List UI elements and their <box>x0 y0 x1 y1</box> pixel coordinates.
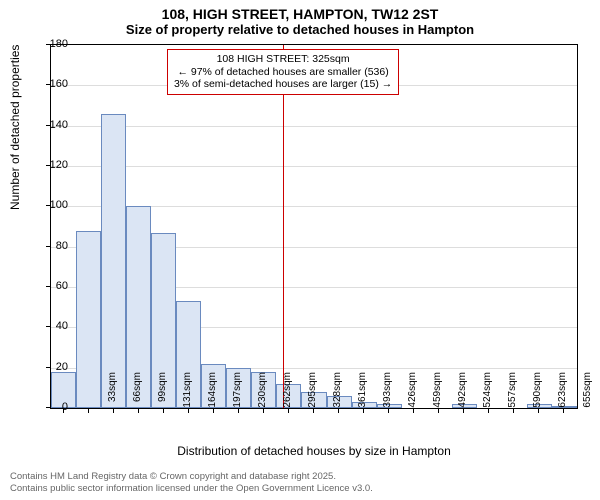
x-tick-mark <box>163 409 164 413</box>
x-tick-label: 557sqm <box>507 372 518 412</box>
y-tick-mark <box>46 407 50 408</box>
x-tick-label: 524sqm <box>482 372 493 412</box>
chart-title-main: 108, HIGH STREET, HAMPTON, TW12 2ST <box>0 0 600 22</box>
x-tick-mark <box>213 409 214 413</box>
x-tick-label: 230sqm <box>257 372 268 412</box>
x-tick-label: 361sqm <box>357 372 368 412</box>
plot-area: 108 HIGH STREET: 325sqm← 97% of detached… <box>50 44 578 409</box>
grid-line <box>51 126 577 127</box>
y-tick-mark <box>46 84 50 85</box>
x-tick-mark <box>538 409 539 413</box>
annotation-line: ← 97% of detached houses are smaller (53… <box>174 66 392 79</box>
x-tick-mark <box>488 409 489 413</box>
x-tick-mark <box>513 409 514 413</box>
x-tick-label: 655sqm <box>582 372 593 412</box>
x-tick-mark <box>413 409 414 413</box>
plot-outer: 108 HIGH STREET: 325sqm← 97% of detached… <box>50 44 578 409</box>
y-axis-label: Number of detached properties <box>8 45 22 210</box>
chart-footer: Contains HM Land Registry data © Crown c… <box>10 471 373 494</box>
x-axis-label: Distribution of detached houses by size … <box>50 444 578 458</box>
x-tick-mark <box>113 409 114 413</box>
annotation-box: 108 HIGH STREET: 325sqm← 97% of detached… <box>167 49 399 95</box>
x-tick-mark <box>563 409 564 413</box>
x-tick-label: 66sqm <box>132 372 143 412</box>
x-tick-mark <box>138 409 139 413</box>
x-tick-mark <box>388 409 389 413</box>
grid-line <box>51 166 577 167</box>
x-tick-mark <box>263 409 264 413</box>
y-tick-mark <box>46 286 50 287</box>
chart-container: 108, HIGH STREET, HAMPTON, TW12 2ST Size… <box>0 0 600 500</box>
x-tick-mark <box>88 409 89 413</box>
annotation-line: 3% of semi-detached houses are larger (1… <box>174 78 392 91</box>
y-tick-mark <box>46 326 50 327</box>
y-tick-mark <box>46 205 50 206</box>
x-tick-mark <box>363 409 364 413</box>
histogram-bar <box>76 231 101 408</box>
x-tick-label: 33sqm <box>107 372 118 412</box>
chart-title-sub: Size of property relative to detached ho… <box>0 22 600 41</box>
y-tick-mark <box>46 165 50 166</box>
footer-line2: Contains public sector information licen… <box>10 483 373 494</box>
x-tick-label: 328sqm <box>332 372 343 412</box>
x-tick-mark <box>338 409 339 413</box>
x-tick-label: 131sqm <box>182 372 193 412</box>
x-tick-label: 295sqm <box>307 372 318 412</box>
x-tick-mark <box>188 409 189 413</box>
x-tick-label: 99sqm <box>157 372 168 412</box>
x-tick-mark <box>463 409 464 413</box>
x-tick-label: 164sqm <box>207 372 218 412</box>
x-tick-mark <box>288 409 289 413</box>
x-tick-label: 197sqm <box>232 372 243 412</box>
x-tick-label: 623sqm <box>557 372 568 412</box>
x-tick-label: 426sqm <box>407 372 418 412</box>
footer-line1: Contains HM Land Registry data © Crown c… <box>10 471 373 482</box>
x-tick-mark <box>63 409 64 413</box>
x-tick-mark <box>313 409 314 413</box>
x-tick-label: 590sqm <box>532 372 543 412</box>
x-tick-label: 393sqm <box>382 372 393 412</box>
x-tick-label: 262sqm <box>282 372 293 412</box>
histogram-bar <box>101 114 126 408</box>
reference-line <box>283 45 284 408</box>
x-tick-label: 492sqm <box>457 372 468 412</box>
annotation-line: 108 HIGH STREET: 325sqm <box>174 53 392 66</box>
x-tick-mark <box>238 409 239 413</box>
x-tick-mark <box>438 409 439 413</box>
y-tick-mark <box>46 246 50 247</box>
y-tick-mark <box>46 125 50 126</box>
y-tick-mark <box>46 367 50 368</box>
x-tick-label: 459sqm <box>432 372 443 412</box>
y-tick-mark <box>46 44 50 45</box>
